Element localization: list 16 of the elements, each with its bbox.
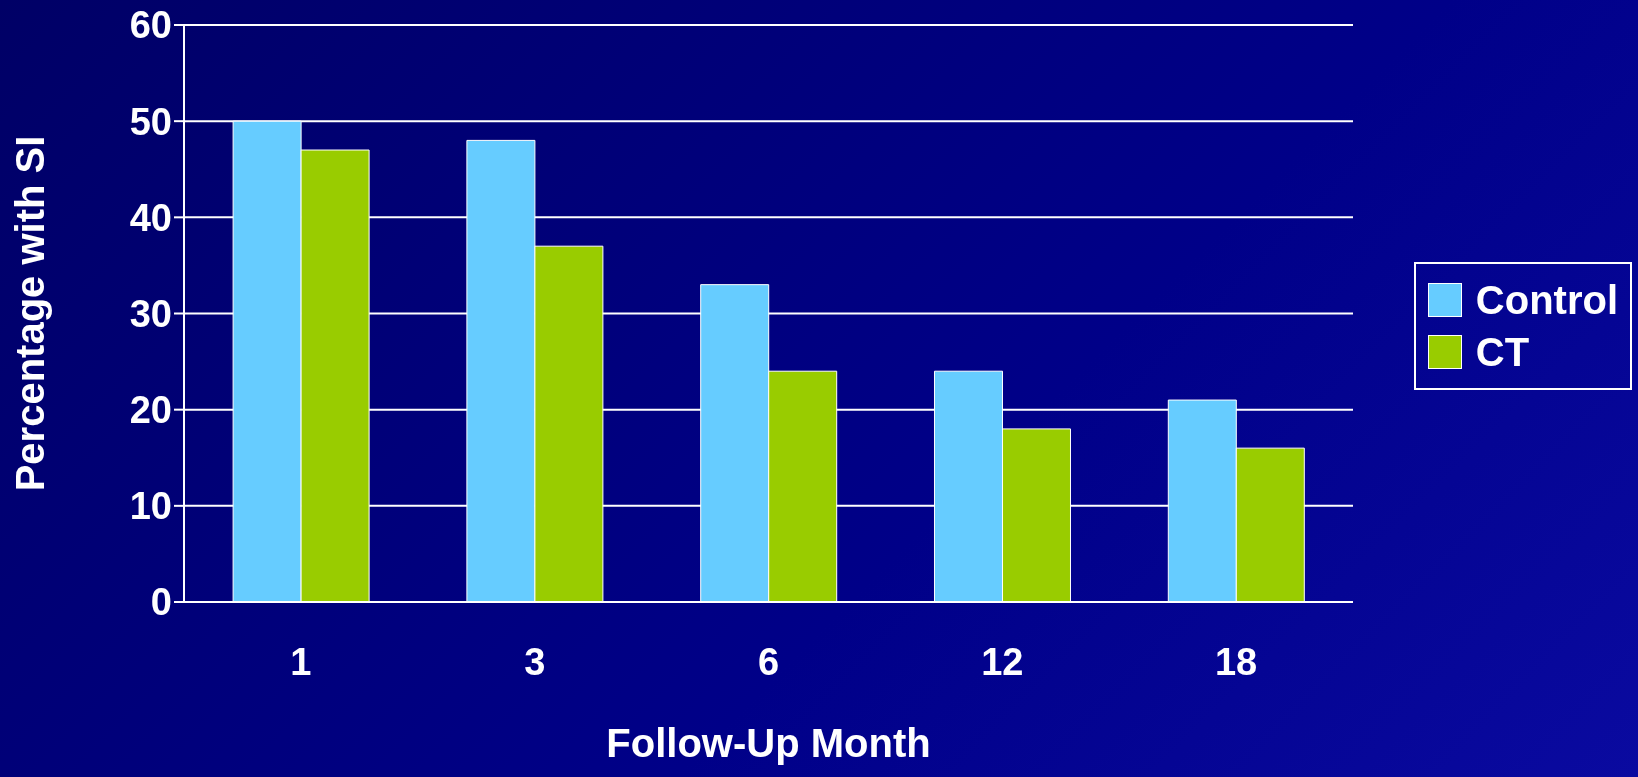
y-tick-label: 20 (129, 389, 172, 432)
y-axis-title: Percentage with SI (8, 135, 53, 492)
y-tick-label: 60 (129, 4, 172, 47)
x-tick-label: 6 (757, 640, 780, 683)
y-tick-label: 0 (150, 581, 172, 624)
legend-label: Control (1475, 277, 1618, 323)
x-tick-label: 18 (1214, 640, 1258, 683)
y-tick-label: 50 (129, 100, 172, 143)
x-axis-title: Follow-Up Month (606, 721, 931, 765)
x-tick-label: 3 (524, 640, 546, 683)
legend-label: CT (1475, 329, 1530, 375)
y-tick-label: 40 (129, 196, 172, 239)
x-tick-label: 1 (290, 640, 312, 683)
y-tick-label: 10 (129, 485, 172, 528)
x-tick-label: 12 (981, 640, 1024, 683)
y-tick-label: 30 (129, 292, 172, 335)
